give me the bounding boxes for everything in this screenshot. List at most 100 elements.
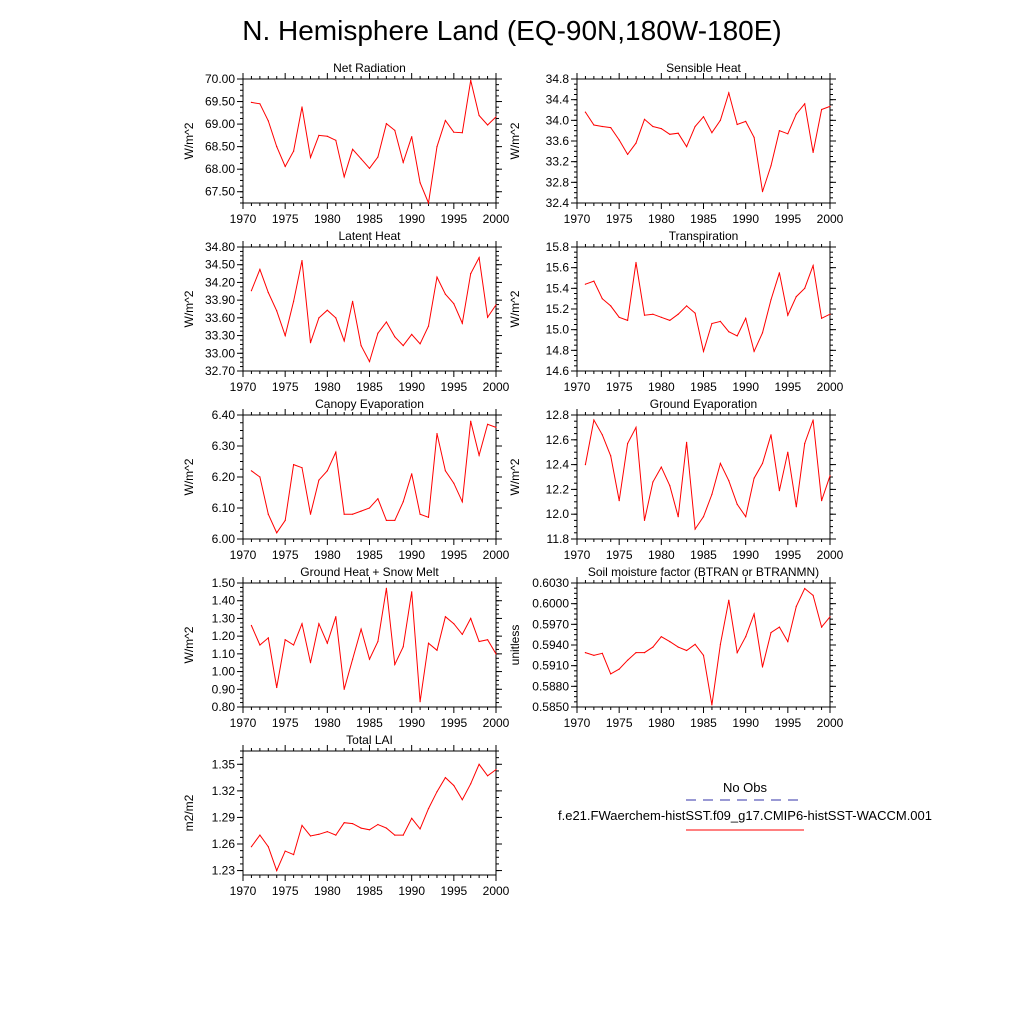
panel-6: Ground Evaporation W/m^2 1970 1975 1980 1985 1… xyxy=(508,397,844,562)
panel-7: Ground Heat + Snow Melt W/m^2 1970 1975 1980… xyxy=(182,565,510,730)
y-tick-label: 1.26 xyxy=(212,837,236,851)
data-point xyxy=(385,827,387,829)
data-point xyxy=(470,273,472,275)
data-point xyxy=(368,507,371,509)
data-point xyxy=(436,146,438,148)
y-tick-label: 1.40 xyxy=(212,594,236,608)
y-tick-label: 0.5970 xyxy=(532,617,569,631)
data-point xyxy=(812,419,814,421)
data-point xyxy=(411,333,413,335)
y-tick-label: 1.20 xyxy=(212,629,236,643)
data-point xyxy=(593,124,595,126)
y-tick-label: 32.70 xyxy=(205,364,235,378)
legend-obs-label: No Obs xyxy=(723,780,768,795)
data-point xyxy=(377,156,379,158)
panel-title: Ground Heat + Snow Melt xyxy=(300,565,439,579)
x-tick-label: 1970 xyxy=(564,212,591,226)
data-point xyxy=(495,653,497,655)
y-tick-label: 34.0 xyxy=(546,113,570,127)
data-point xyxy=(436,791,438,793)
x-tick-label: 1980 xyxy=(648,212,675,226)
y-tick-label: 1.50 xyxy=(212,576,236,590)
y-tick-label: 69.50 xyxy=(205,95,235,109)
data-point xyxy=(495,769,497,771)
x-tick-label: 1980 xyxy=(314,716,341,730)
y-tick-label: 12.4 xyxy=(546,458,570,472)
y-tick-label: 6.20 xyxy=(212,470,236,484)
y-tick-label: 15.2 xyxy=(546,302,570,316)
data-point xyxy=(276,310,278,312)
data-point xyxy=(669,641,671,643)
data-point xyxy=(719,643,722,645)
data-point xyxy=(360,510,362,512)
data-point xyxy=(293,150,295,152)
y-tick-label: 33.90 xyxy=(205,293,235,307)
data-point xyxy=(411,136,413,138)
data-point xyxy=(335,616,337,618)
y-axis-label: W/m^2 xyxy=(182,122,196,159)
y-tick-label: 34.50 xyxy=(205,258,235,272)
x-tick-label: 1975 xyxy=(272,212,299,226)
data-point xyxy=(795,506,797,508)
x-tick-label: 1970 xyxy=(230,548,257,562)
data-point xyxy=(368,167,371,169)
data-point xyxy=(702,516,705,518)
y-tick-label: 1.35 xyxy=(212,757,236,771)
data-point xyxy=(770,434,772,436)
data-point xyxy=(821,626,823,628)
x-tick-label: 1985 xyxy=(690,716,717,730)
panel-3: Latent Heat W/m^2 1970 1975 1980 1985 1990 1995… xyxy=(182,229,510,394)
data-point xyxy=(276,532,278,534)
y-tick-label: 34.4 xyxy=(546,93,570,107)
data-point xyxy=(584,283,587,285)
data-point xyxy=(829,475,831,477)
data-point xyxy=(461,633,463,636)
data-point xyxy=(453,623,455,625)
x-tick-label: 2000 xyxy=(817,212,844,226)
y-tick-label: 6.30 xyxy=(212,439,236,453)
x-tick-label: 1990 xyxy=(398,884,425,898)
data-point xyxy=(787,133,789,135)
data-point xyxy=(259,644,261,646)
data-point xyxy=(610,127,612,129)
data-point xyxy=(652,646,654,648)
data-point xyxy=(461,501,463,503)
data-point xyxy=(427,202,430,204)
data-point xyxy=(301,623,303,625)
data-point xyxy=(293,300,295,302)
data-point xyxy=(411,591,413,593)
x-tick-label: 1970 xyxy=(564,548,591,562)
y-tick-label: 14.8 xyxy=(546,343,570,357)
data-point xyxy=(284,335,286,337)
y-tick-label: 6.40 xyxy=(212,408,236,422)
data-point xyxy=(301,467,303,469)
x-tick-label: 1970 xyxy=(230,212,257,226)
y-tick-label: 15.8 xyxy=(546,240,570,254)
x-tick-label: 2000 xyxy=(483,380,510,394)
data-point xyxy=(618,316,620,318)
x-tick-label: 1985 xyxy=(690,212,717,226)
data-point xyxy=(643,519,646,522)
y-tick-label: 15.0 xyxy=(546,323,570,337)
data-point xyxy=(436,649,438,651)
data-point xyxy=(702,350,705,352)
data-point xyxy=(478,640,480,643)
data-point xyxy=(352,148,354,150)
data-point xyxy=(753,477,755,479)
data-point xyxy=(719,320,722,322)
y-tick-label: 0.5850 xyxy=(532,700,569,714)
data-point xyxy=(643,118,646,120)
panel-title: Total LAI xyxy=(346,733,393,747)
data-point xyxy=(821,500,823,502)
data-point xyxy=(276,146,278,148)
data-point xyxy=(309,156,312,159)
data-point xyxy=(318,479,320,481)
x-tick-label: 1980 xyxy=(314,548,341,562)
data-point xyxy=(719,462,722,464)
y-tick-label: 0.90 xyxy=(212,682,236,696)
data-point xyxy=(804,287,806,289)
y-tick-label: 6.10 xyxy=(212,501,236,515)
series-line xyxy=(585,587,831,705)
data-point xyxy=(293,644,295,646)
